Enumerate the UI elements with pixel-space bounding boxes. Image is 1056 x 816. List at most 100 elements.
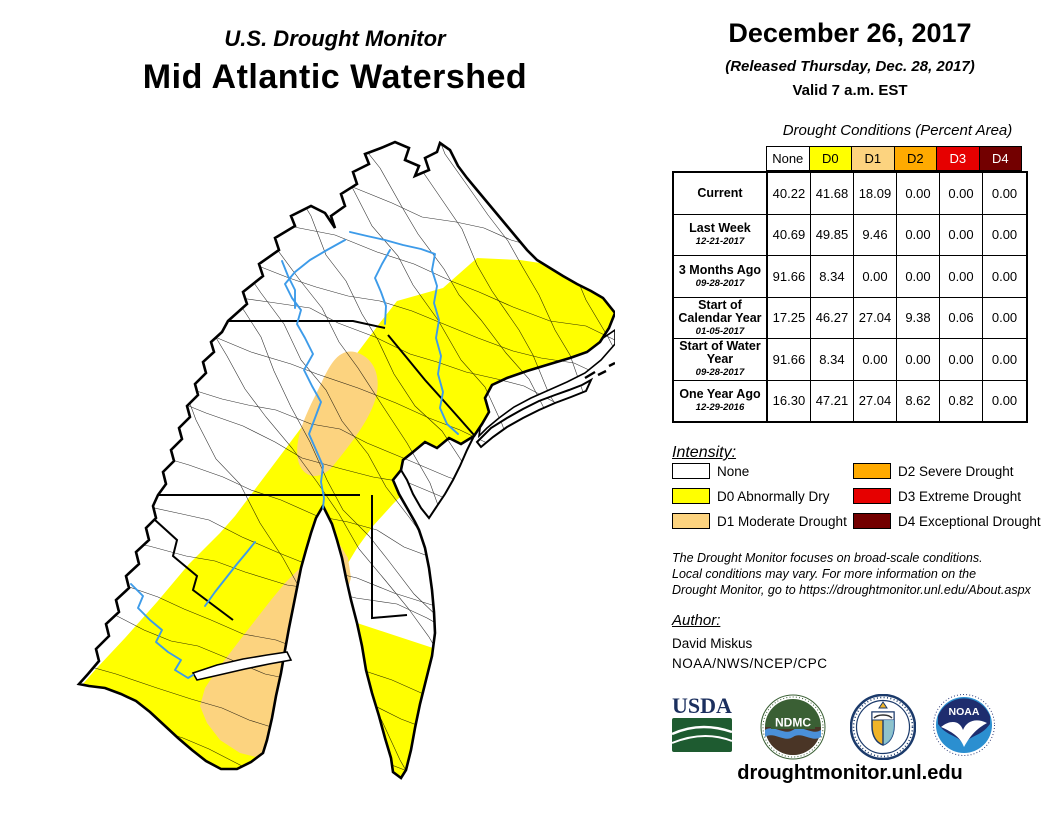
potomac-river xyxy=(130,583,194,679)
table-cell: 0.00 xyxy=(854,256,897,297)
table-row-one-year-ago: One Year Ago 12-29-2016 16.30 47.21 27.0… xyxy=(674,380,1026,421)
table-cell: 27.04 xyxy=(854,297,897,338)
table-cell: 9.46 xyxy=(854,214,897,255)
table-cell: 9.38 xyxy=(897,297,940,338)
table-row-3-months-ago: 3 Months Ago 09-28-2017 91.66 8.34 0.00 … xyxy=(674,256,1026,298)
legend-item-d1: D1 Moderate Drought xyxy=(672,513,847,529)
table-cell: 0.00 xyxy=(991,268,1018,284)
author-organization: NOAA/NWS/NCEP/CPC xyxy=(672,656,828,671)
table-cell: 40.69 xyxy=(768,214,811,255)
d0-swatch xyxy=(672,488,710,504)
d0-lower-delmarva-area xyxy=(357,623,433,778)
noaa-wordmark: NOAA xyxy=(949,706,980,718)
d4-swatch xyxy=(853,513,891,529)
drought-map xyxy=(77,140,615,780)
table-cell: 0.00 xyxy=(940,256,984,297)
legend-item-d2: D2 Severe Drought xyxy=(853,463,1014,479)
table-cell: 0.00 xyxy=(897,256,940,297)
row-label: Start of Calendar Year 01-05-2017 xyxy=(674,297,768,338)
table-cell: 0.06 xyxy=(940,297,984,338)
table-cell: 0.00 xyxy=(940,214,984,255)
usda-wordmark: USDA xyxy=(672,694,732,718)
legend-item-none: None xyxy=(672,463,749,479)
table-row-last-week: Last Week 12-21-2017 40.69 49.85 9.46 0.… xyxy=(674,214,1026,256)
map-title-block: U.S. Drought Monitor Mid Atlantic Waters… xyxy=(55,26,615,97)
map-date: December 26, 2017 xyxy=(728,18,972,48)
table-header-row: None D0 D1 D2 D3 D4 xyxy=(766,146,1022,171)
table-cell: 27.04 xyxy=(854,380,897,421)
rivers xyxy=(130,231,459,679)
west-branch-river xyxy=(281,260,296,309)
drought-area-fills xyxy=(83,258,615,778)
legend-title: Intensity: xyxy=(672,444,737,461)
susquehanna-river xyxy=(284,239,346,509)
d1-swatch xyxy=(672,513,710,529)
legend-item-d3: D3 Extreme Drought xyxy=(853,488,1021,504)
row-label: One Year Ago 12-29-2016 xyxy=(674,380,768,421)
table-cell: 0.00 xyxy=(897,339,940,380)
table-cell: 0.00 xyxy=(897,214,940,255)
potomac-estuary xyxy=(191,651,293,681)
valid-time: Valid 7 a.m. EST xyxy=(792,82,908,99)
noaa-logo: NOAA xyxy=(933,694,995,756)
table-cell: 0.00 xyxy=(991,227,1018,243)
table-row-current: Current 40.22 41.68 18.09 0.00 0.00 0.00 xyxy=(674,173,1026,215)
d0-abnormally-dry-area xyxy=(83,258,615,770)
release-date: (Released Thursday, Dec. 28, 2017) xyxy=(725,58,975,75)
legend-item-d4: D4 Exceptional Drought xyxy=(853,513,1041,529)
d1-moderate-drought-central-area xyxy=(297,351,378,477)
table-cell: 17.25 xyxy=(768,297,811,338)
table-cell: 47.21 xyxy=(811,380,854,421)
table-cell: 0.00 xyxy=(897,173,940,214)
column-header-d1: D1 xyxy=(851,146,895,171)
table-cell: 0.00 xyxy=(991,351,1018,367)
table-cell: 0.00 xyxy=(991,393,1018,409)
table-cell: 0.00 xyxy=(940,339,984,380)
table-cell: 46.27 xyxy=(811,297,854,338)
author-name: David Miskus xyxy=(672,636,753,651)
row-label: Start of Water Year 09-28-2017 xyxy=(674,339,768,380)
table-cell: 0.82 xyxy=(940,380,984,421)
table-row-start-water-year: Start of Water Year 09-28-2017 91.66 8.3… xyxy=(674,339,1026,381)
row-label: Current xyxy=(674,173,768,214)
state-boundaries xyxy=(154,320,475,621)
table-cell: 0.00 xyxy=(991,310,1018,326)
table-cell: 0.00 xyxy=(854,339,897,380)
table-cell: 49.85 xyxy=(811,214,854,255)
page-title: Mid Atlantic Watershed xyxy=(142,58,528,96)
d3-swatch xyxy=(853,488,891,504)
table-cell: 91.66 xyxy=(768,256,811,297)
department-of-commerce-seal xyxy=(850,694,916,760)
table-cell: 41.68 xyxy=(811,173,854,214)
table-cell: 8.34 xyxy=(811,256,854,297)
legend-item-d0: D0 Abnormally Dry xyxy=(672,488,830,504)
table-cell: 0.00 xyxy=(940,173,984,214)
ndmc-logo: NDMC xyxy=(760,694,826,760)
table-row-start-calendar-year: Start of Calendar Year 01-05-2017 17.25 … xyxy=(674,297,1026,339)
row-label: 3 Months Ago 09-28-2017 xyxy=(674,256,768,297)
table-caption: Drought Conditions (Percent Area) xyxy=(782,122,1013,139)
shenandoah-river xyxy=(204,541,256,607)
report-subtitle: U.S. Drought Monitor xyxy=(224,26,446,51)
upper-delaware-river xyxy=(374,249,391,325)
column-header-d3: D3 xyxy=(936,146,980,171)
drought-conditions-table: Current 40.22 41.68 18.09 0.00 0.00 0.00… xyxy=(672,171,1028,423)
ndmc-wordmark: NDMC xyxy=(775,716,811,730)
row-label: Last Week 12-21-2017 xyxy=(674,214,768,255)
coastal-islands xyxy=(584,361,615,380)
table-cell: 0.00 xyxy=(991,185,1018,201)
table-cell: 8.34 xyxy=(811,339,854,380)
column-header-none: None xyxy=(766,146,810,171)
column-header-d0: D0 xyxy=(808,146,852,171)
website-url: droughtmonitor.unl.edu xyxy=(737,762,963,784)
table-cell: 16.30 xyxy=(768,380,811,421)
column-header-d4: D4 xyxy=(978,146,1022,171)
table-cell: 18.09 xyxy=(854,173,897,214)
d2-swatch xyxy=(853,463,891,479)
none-swatch xyxy=(672,463,710,479)
usda-logo: USDA xyxy=(671,694,733,752)
author-heading: Author: xyxy=(672,612,721,629)
column-header-d2: D2 xyxy=(893,146,937,171)
hudson-river xyxy=(349,231,459,435)
